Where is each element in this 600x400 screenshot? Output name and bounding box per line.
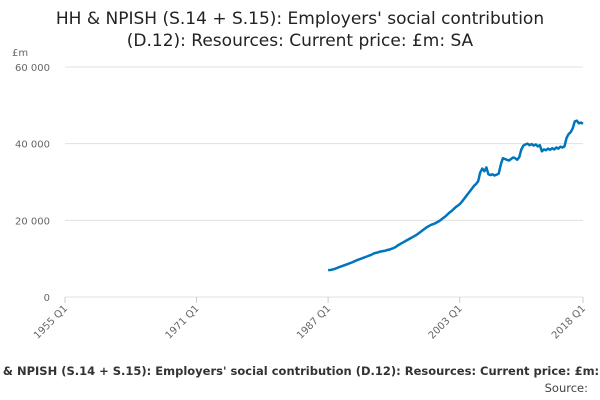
- footer-title: HH & NPISH (S.14 + S.15): Employers' soc…: [0, 364, 600, 378]
- title-line: (D.12): Resources: Current price: £m: SA: [127, 31, 474, 51]
- y-axis-label: £m: [12, 48, 28, 59]
- x-tick-label: 1955 Q1: [32, 303, 70, 341]
- y-tick-label: 0: [44, 293, 50, 304]
- source: Source:: [545, 381, 588, 395]
- x-tick-label: 2003 Q1: [427, 303, 465, 341]
- x-tick-label: 1987 Q1: [295, 303, 333, 341]
- x-tick-label: 1971 Q1: [164, 303, 202, 341]
- title-line: HH & NPISH (S.14 + S.15): Employers' soc…: [56, 9, 544, 29]
- y-tick-label: 60 000: [15, 63, 50, 74]
- data-line: [327, 119, 584, 272]
- y-tick-label: 40 000: [15, 140, 50, 151]
- y-tick-label: 20 000: [15, 216, 50, 227]
- chart-title: HH & NPISH (S.14 + S.15): Employers' soc…: [56, 9, 544, 51]
- x-tick-label: 2018 Q1: [550, 303, 588, 341]
